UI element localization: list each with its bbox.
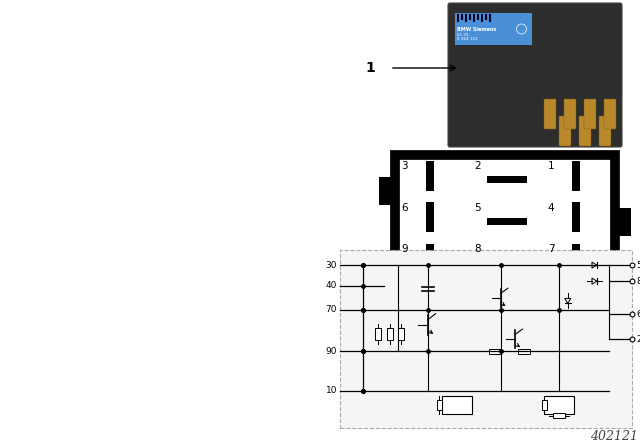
Bar: [436, 400, 442, 410]
FancyBboxPatch shape: [544, 99, 556, 129]
Text: 8: 8: [474, 244, 481, 254]
Bar: [553, 413, 565, 418]
Text: 7: 7: [548, 244, 554, 254]
FancyBboxPatch shape: [599, 116, 611, 146]
Bar: [486, 260, 527, 267]
Bar: [486, 177, 527, 183]
Text: 402121: 402121: [590, 430, 638, 443]
Text: 1: 1: [548, 161, 554, 171]
Text: BMW Siemens: BMW Siemens: [457, 26, 496, 31]
Text: 2: 2: [474, 161, 481, 171]
Bar: [340, 250, 632, 428]
Bar: [542, 400, 547, 410]
Bar: [375, 327, 381, 340]
Bar: [572, 202, 580, 233]
Text: 5: 5: [636, 261, 640, 270]
FancyBboxPatch shape: [579, 116, 591, 146]
Text: 1: 1: [365, 61, 375, 75]
Bar: [544, 396, 574, 414]
Bar: [426, 244, 434, 274]
Text: 40: 40: [326, 281, 337, 290]
FancyBboxPatch shape: [559, 116, 571, 146]
Bar: [615, 208, 631, 236]
Text: 6: 6: [401, 202, 408, 213]
Bar: [572, 244, 580, 274]
Text: 4: 4: [548, 202, 554, 213]
Bar: [387, 327, 393, 340]
Bar: [426, 161, 434, 191]
Bar: [572, 161, 580, 191]
Bar: [395, 155, 615, 280]
Text: 8: 8: [636, 277, 640, 286]
Bar: [489, 349, 500, 354]
Text: 30: 30: [326, 261, 337, 270]
Text: 90: 90: [326, 347, 337, 356]
Bar: [518, 349, 530, 354]
FancyBboxPatch shape: [564, 99, 576, 129]
Bar: [379, 177, 395, 205]
Bar: [486, 218, 527, 225]
Text: 70: 70: [326, 305, 337, 314]
Text: 5: 5: [474, 202, 481, 213]
Bar: [442, 396, 472, 414]
FancyBboxPatch shape: [584, 99, 596, 129]
Bar: [426, 202, 434, 233]
Text: 8 364 122: 8 364 122: [457, 37, 477, 41]
Text: 61 35-: 61 35-: [457, 33, 470, 37]
Text: 2: 2: [636, 335, 640, 344]
FancyBboxPatch shape: [448, 3, 622, 147]
Bar: [398, 327, 404, 340]
FancyBboxPatch shape: [604, 99, 616, 129]
Text: 3: 3: [401, 161, 408, 171]
Text: 10: 10: [326, 386, 337, 395]
Text: 6: 6: [636, 310, 640, 319]
Bar: [455, 13, 531, 45]
Text: 9: 9: [401, 244, 408, 254]
